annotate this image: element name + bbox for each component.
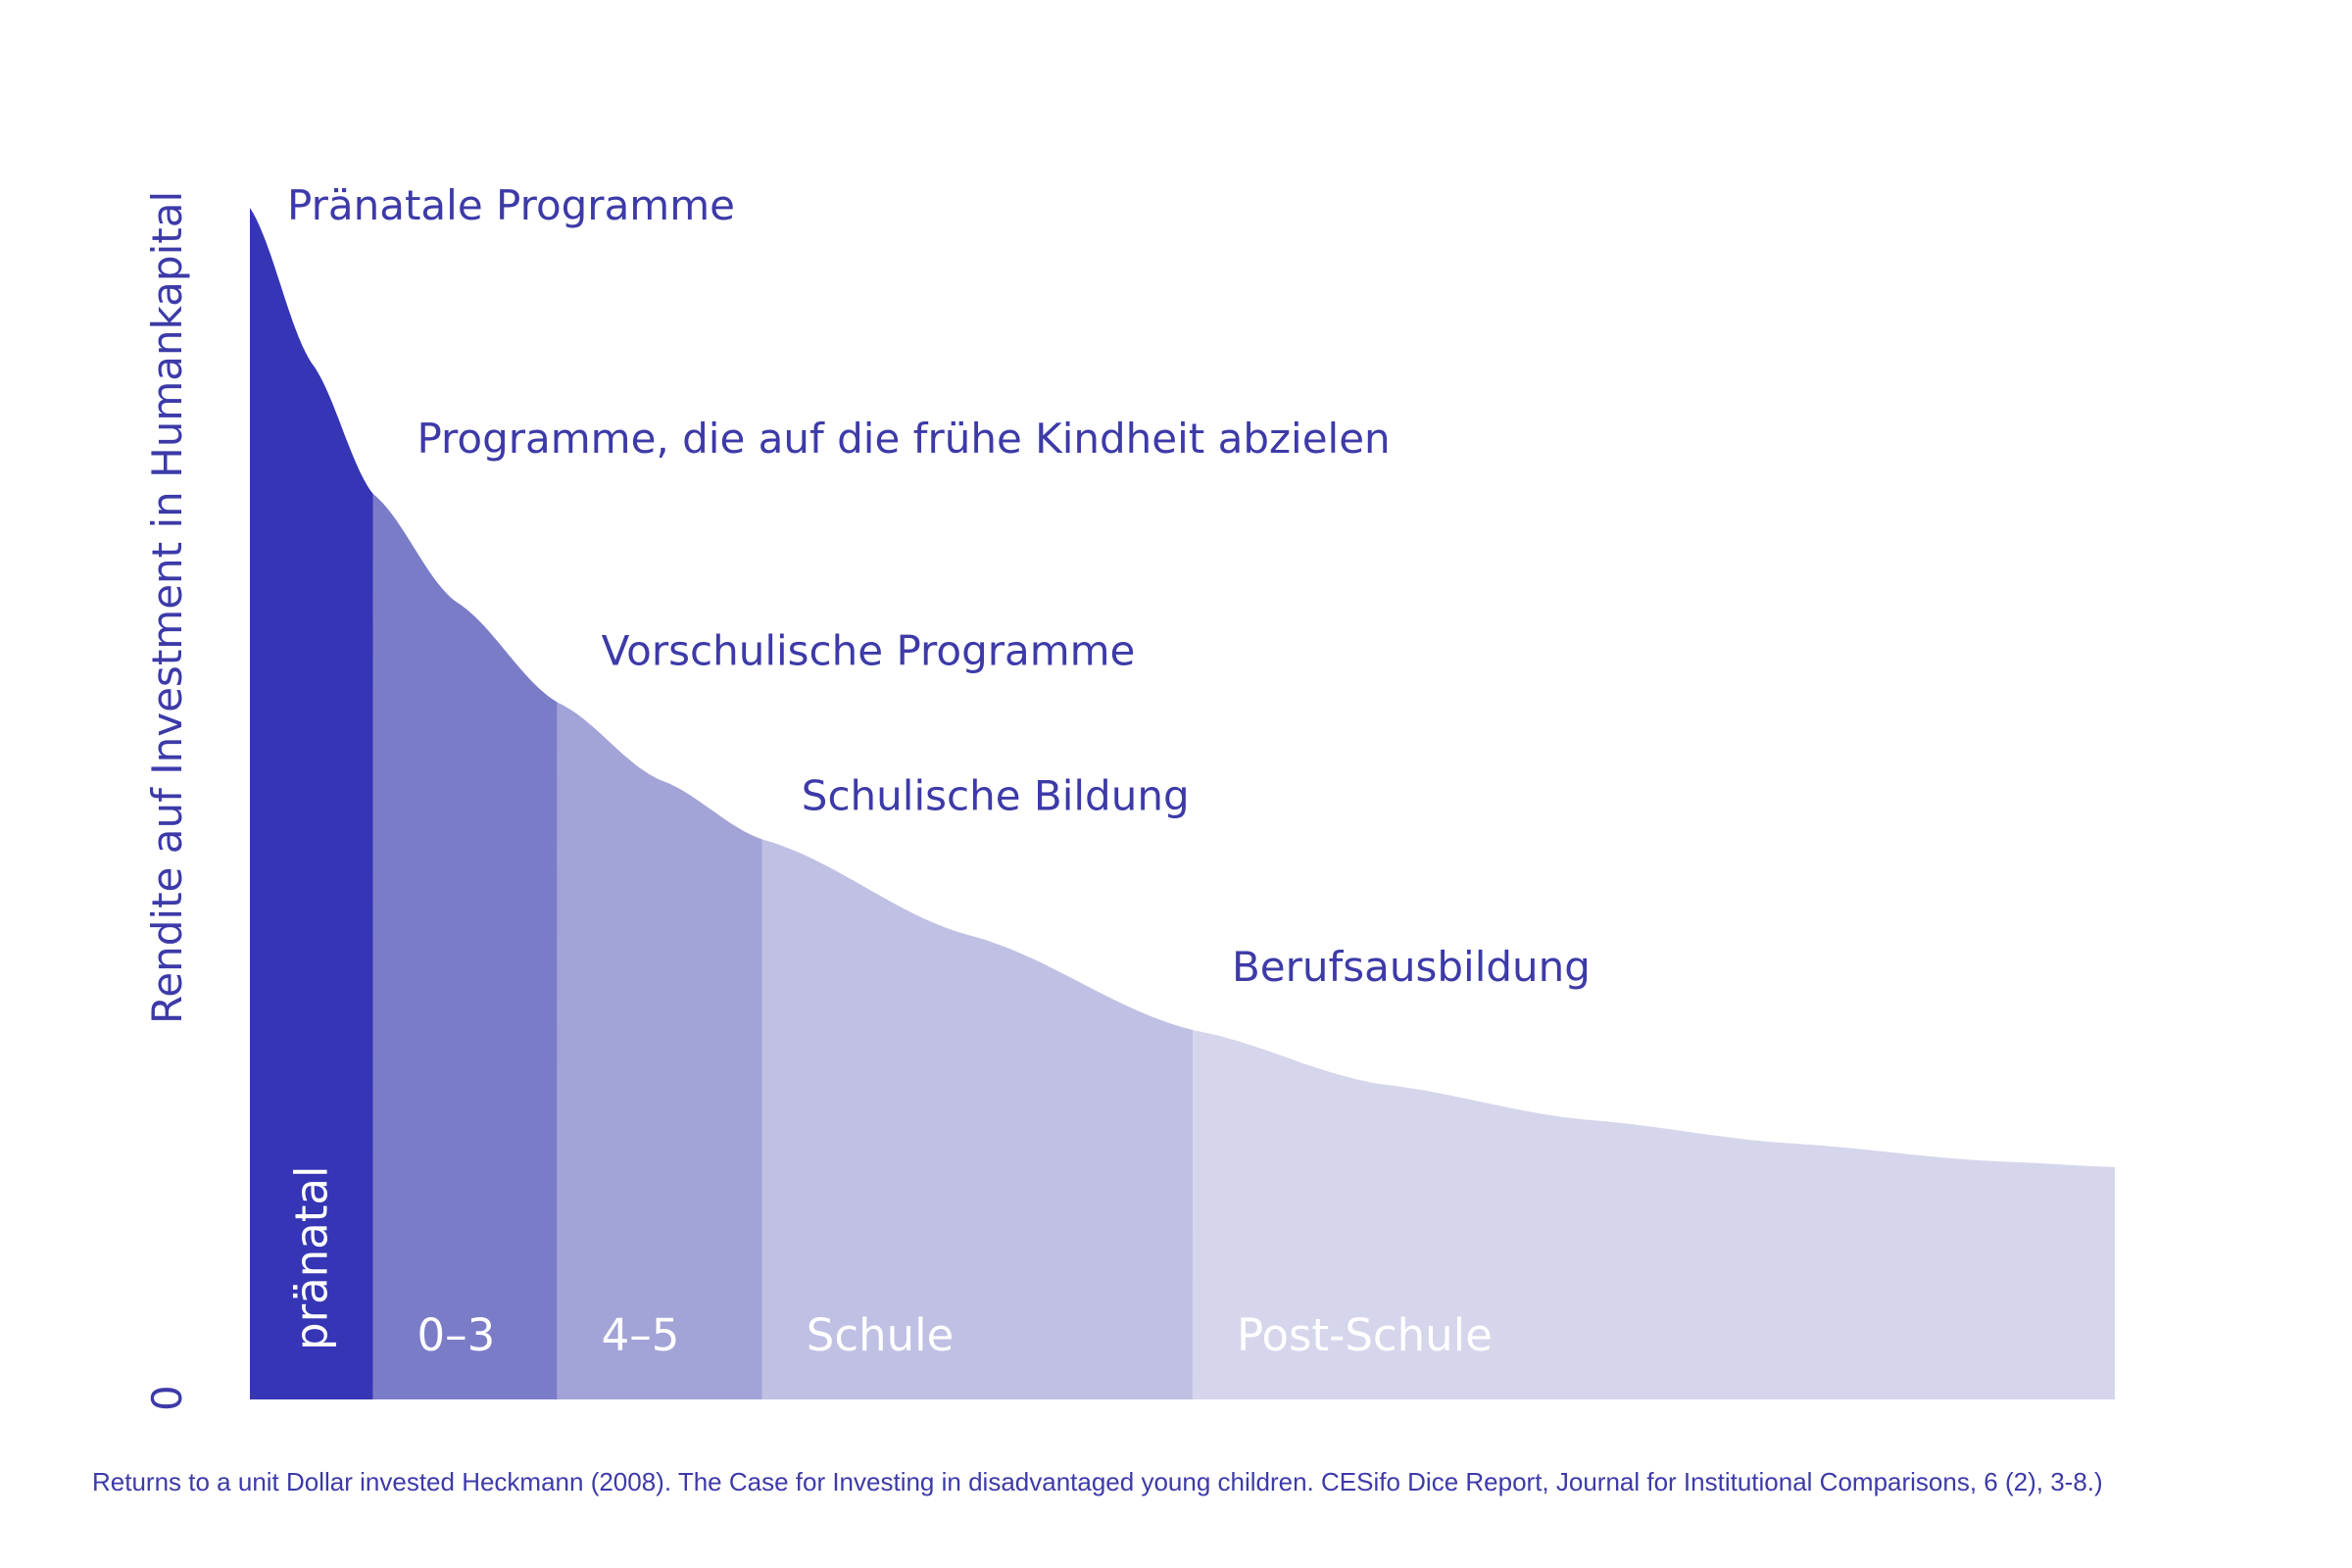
curve-labels: Pränatale Programme Programme, die auf di…: [287, 181, 1591, 991]
band-1: [372, 493, 558, 1399]
band-labels: pränatal 0–3 4–5 Schule Post-Schule: [286, 1166, 1493, 1361]
band-label-3: Schule: [807, 1309, 955, 1361]
band-label-0: pränatal: [286, 1166, 338, 1350]
band-label-2: 4–5: [602, 1309, 680, 1361]
curve-label-4: Berufsausbildung: [1232, 943, 1591, 991]
chart-bands: [250, 208, 2115, 1399]
curve-label-0: Pränatale Programme: [287, 181, 735, 229]
band-label-1: 0–3: [416, 1309, 495, 1361]
source-caption: Returns to a unit Dollar invested Heckma…: [92, 1467, 2103, 1496]
band-4: [1192, 1030, 2115, 1399]
curve-label-2: Vorschulische Programme: [602, 627, 1136, 675]
band-label-4: Post-Schule: [1237, 1309, 1493, 1361]
y-axis-zero-label: 0: [143, 1385, 191, 1411]
band-3: [761, 839, 1193, 1399]
y-axis-label: Rendite auf Investment in Humankapital: [143, 191, 191, 1024]
band-2: [557, 702, 762, 1399]
band-0: [250, 208, 373, 1399]
curve-label-3: Schulische Bildung: [802, 771, 1190, 819]
curve-label-1: Programme, die auf die frühe Kindheit ab…: [416, 415, 1390, 463]
